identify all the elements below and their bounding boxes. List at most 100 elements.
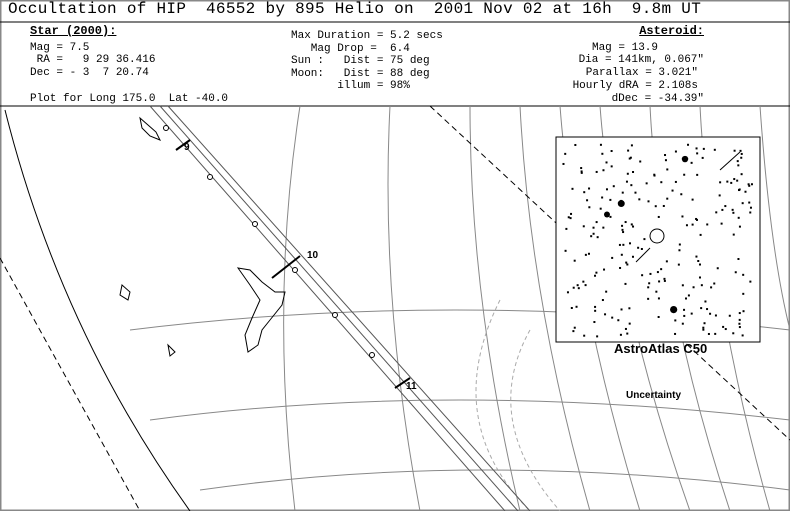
star xyxy=(698,263,701,266)
star xyxy=(602,169,605,172)
plot-caption: Plot for Long 175.0 Lat -40.0 xyxy=(30,93,229,105)
star xyxy=(749,206,752,209)
star xyxy=(594,274,597,277)
event-line: illum = 98% xyxy=(291,80,410,92)
star xyxy=(580,170,583,173)
star-line: RA = 9 29 36.416 xyxy=(30,54,156,66)
star xyxy=(622,231,625,234)
star xyxy=(660,268,663,271)
star xyxy=(736,160,739,163)
event-line: Mag Drop = 6.4 xyxy=(291,43,410,55)
event-line: Max Duration = 5.2 secs xyxy=(291,30,443,42)
star xyxy=(738,322,741,325)
star xyxy=(695,147,698,150)
star xyxy=(619,333,622,336)
event-line: Sun : Dist = 75 deg xyxy=(291,55,430,67)
star xyxy=(687,143,690,146)
star xyxy=(687,294,690,297)
star xyxy=(700,284,703,287)
star xyxy=(582,225,585,228)
star-line: Dec = - 3 7 20.74 xyxy=(30,67,149,79)
star xyxy=(741,334,744,337)
star xyxy=(709,312,712,315)
star xyxy=(719,181,722,184)
star xyxy=(685,297,688,300)
star xyxy=(733,149,736,152)
star xyxy=(612,185,615,188)
star xyxy=(609,215,612,218)
star xyxy=(574,143,577,146)
star xyxy=(604,313,607,316)
star xyxy=(611,256,614,259)
star xyxy=(582,280,585,283)
star xyxy=(573,326,576,329)
star xyxy=(656,271,659,274)
star xyxy=(611,316,614,319)
star xyxy=(624,221,627,224)
star xyxy=(684,156,687,159)
star xyxy=(576,284,579,287)
star xyxy=(625,261,628,264)
star xyxy=(564,249,567,252)
star xyxy=(749,211,752,214)
star xyxy=(621,191,624,194)
asteroid-line: Mag = 13.9 xyxy=(591,42,658,54)
star xyxy=(660,181,663,184)
star xyxy=(632,171,635,174)
star xyxy=(588,206,591,209)
star xyxy=(628,322,631,325)
star xyxy=(703,322,706,325)
star xyxy=(603,211,610,218)
star xyxy=(628,307,631,310)
star xyxy=(629,242,632,245)
star xyxy=(704,300,707,303)
star xyxy=(750,183,753,186)
star xyxy=(732,233,735,236)
star xyxy=(666,168,669,171)
star xyxy=(647,200,650,203)
star xyxy=(577,287,580,290)
star xyxy=(663,277,666,280)
star xyxy=(569,217,572,220)
time-label: 11 xyxy=(406,381,417,392)
star xyxy=(573,259,576,262)
star xyxy=(657,297,660,300)
star xyxy=(662,204,665,207)
star xyxy=(572,286,575,289)
motion-line xyxy=(635,247,651,263)
star xyxy=(624,282,627,285)
star xyxy=(730,181,733,184)
star xyxy=(570,212,573,215)
star xyxy=(629,156,632,159)
star xyxy=(690,312,693,315)
asteroid-heading: Asteroid: xyxy=(639,24,704,38)
star xyxy=(671,189,674,192)
star xyxy=(738,225,741,228)
star xyxy=(599,207,602,210)
star xyxy=(626,263,629,266)
star xyxy=(584,253,587,256)
star xyxy=(706,308,709,311)
star xyxy=(737,216,740,219)
star xyxy=(674,150,677,153)
star xyxy=(713,148,716,151)
star xyxy=(592,226,595,229)
star xyxy=(610,165,613,168)
star xyxy=(626,172,629,175)
star xyxy=(737,258,740,261)
star xyxy=(564,152,567,155)
star xyxy=(663,279,666,282)
star xyxy=(583,334,586,337)
star xyxy=(742,273,745,276)
star xyxy=(630,223,633,226)
star xyxy=(565,227,568,230)
star xyxy=(603,268,606,271)
star xyxy=(683,314,686,317)
star xyxy=(630,184,633,187)
star xyxy=(572,330,575,333)
asteroid-line: dDec = -34.39" xyxy=(611,93,704,105)
star xyxy=(583,191,586,194)
star xyxy=(605,188,608,191)
star xyxy=(620,253,623,256)
